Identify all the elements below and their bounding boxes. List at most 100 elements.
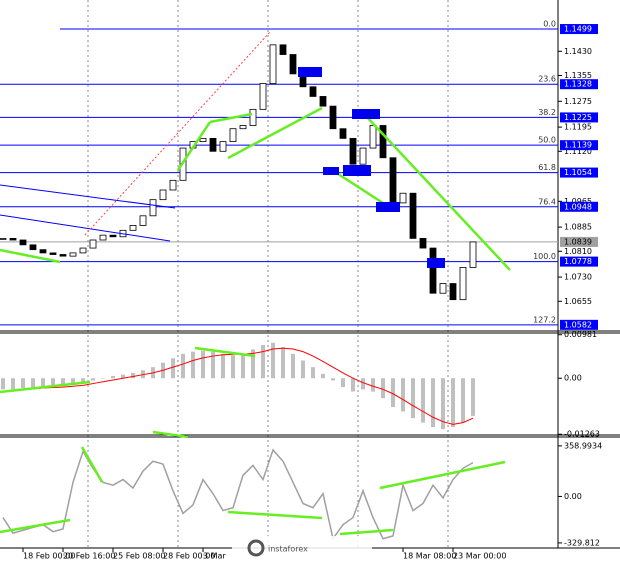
- macd-bar: [21, 378, 25, 388]
- price-tag: [560, 201, 598, 212]
- fib-base: [84, 31, 271, 236]
- x-tick-label: 23 Mar 00:00: [453, 552, 506, 561]
- macd-bar: [181, 353, 185, 379]
- candle: [39, 249, 47, 254]
- candle: [229, 128, 237, 143]
- candle: [139, 215, 147, 226]
- y-tick-label: 1.1430: [564, 47, 592, 56]
- zone-box: [427, 258, 445, 268]
- price-tag-label: 1.0948: [564, 202, 592, 211]
- x-tick-label: 25 Feb 08:00: [113, 552, 165, 561]
- candle: [99, 234, 107, 241]
- candle: [359, 147, 367, 165]
- macd-bar: [71, 378, 75, 385]
- macd-bar: [271, 342, 275, 379]
- macd-bar: [361, 378, 365, 390]
- x-tick-label: 28 Feb 00:00: [163, 552, 215, 561]
- candle: [9, 237, 17, 241]
- macd-bar: [451, 378, 455, 428]
- watermark-logo: [247, 539, 265, 557]
- macd-bar: [41, 378, 45, 388]
- candle: [49, 252, 57, 255]
- candle: [199, 137, 207, 143]
- candle: [409, 192, 417, 239]
- fib-ratio: 0.0: [543, 20, 556, 29]
- cci-line: [2, 448, 474, 541]
- fib-ratio: 50.0: [538, 136, 556, 145]
- candle: [449, 283, 457, 301]
- trend-line: [331, 168, 387, 207]
- y-tick-label: 1.1120: [564, 147, 592, 156]
- candle: [59, 254, 67, 257]
- trend-line: [364, 114, 511, 271]
- candle: [219, 141, 227, 152]
- trend-line: [152, 430, 189, 439]
- drawings: [0, 31, 511, 536]
- candle: [0, 237, 7, 240]
- macd-bar: [461, 378, 465, 423]
- x-tick-label: 18 Mar 08:00: [403, 552, 456, 561]
- trend-line: [194, 346, 256, 358]
- watermark: instaforex: [232, 536, 372, 560]
- x-tick-label: 3 Mar: [203, 552, 226, 561]
- candle: [239, 125, 247, 130]
- y-tick-label: 1.0730: [564, 273, 592, 282]
- candle: [109, 234, 117, 238]
- macd-bar: [431, 378, 435, 428]
- macd-bar: [31, 378, 35, 388]
- trend-line: [209, 112, 253, 124]
- price-tag: [560, 256, 598, 267]
- macd-bar: [311, 367, 315, 379]
- macd-bar: [131, 372, 135, 379]
- fib-ratio: 76.4: [538, 197, 556, 206]
- macd-bar: [221, 353, 225, 379]
- price-tag-label: 1.1328: [564, 80, 592, 89]
- macd-bar: [411, 378, 415, 419]
- trend-line: [339, 528, 394, 536]
- trend-line: [227, 106, 323, 160]
- zone-box: [343, 165, 371, 176]
- macd-bar: [101, 378, 105, 379]
- candle: [259, 83, 267, 110]
- price-tag: [560, 79, 598, 90]
- candle: [329, 105, 337, 130]
- candle: [379, 125, 387, 159]
- macd-bar: [1, 378, 5, 390]
- candle: [29, 244, 37, 251]
- price-tag: [560, 236, 598, 247]
- candle: [369, 125, 377, 149]
- macd-bar: [421, 378, 425, 423]
- x-tick-label: 20 Feb 16:00: [63, 552, 115, 561]
- y-tick-label: 1.0885: [564, 223, 592, 232]
- price-tag: [560, 167, 598, 178]
- candle: [459, 267, 467, 301]
- y-tick-label: -0.01263: [564, 430, 600, 439]
- candle: [209, 137, 217, 152]
- candle: [269, 44, 277, 84]
- macd-bar: [231, 355, 235, 379]
- trend-line: [227, 510, 323, 520]
- trend-line: [0, 518, 71, 534]
- x-tick-label: 18 Feb 00:00: [23, 552, 75, 561]
- trend-line: [0, 248, 61, 264]
- macd-bar: [11, 378, 15, 390]
- macd-bar: [91, 378, 95, 381]
- macd-bar: [291, 353, 295, 379]
- channel-line: [0, 184, 176, 209]
- candle: [159, 189, 167, 201]
- price-tag: [560, 112, 598, 123]
- y-tick-label: 0.00981: [564, 330, 597, 339]
- y-tick-label: 1.0810: [564, 247, 592, 256]
- macd-bar: [401, 378, 405, 412]
- macd-bar: [391, 378, 395, 408]
- zone-box: [376, 202, 400, 212]
- price-tag-label: 1.1054: [564, 168, 592, 177]
- macd-bar: [111, 376, 115, 379]
- macd-bar: [81, 378, 85, 383]
- y-tick-label: 0.00: [564, 492, 582, 501]
- macd-bar: [121, 374, 125, 379]
- candle: [69, 252, 77, 257]
- macd-bar: [351, 378, 355, 392]
- fib-ratio: 38.2: [538, 108, 556, 117]
